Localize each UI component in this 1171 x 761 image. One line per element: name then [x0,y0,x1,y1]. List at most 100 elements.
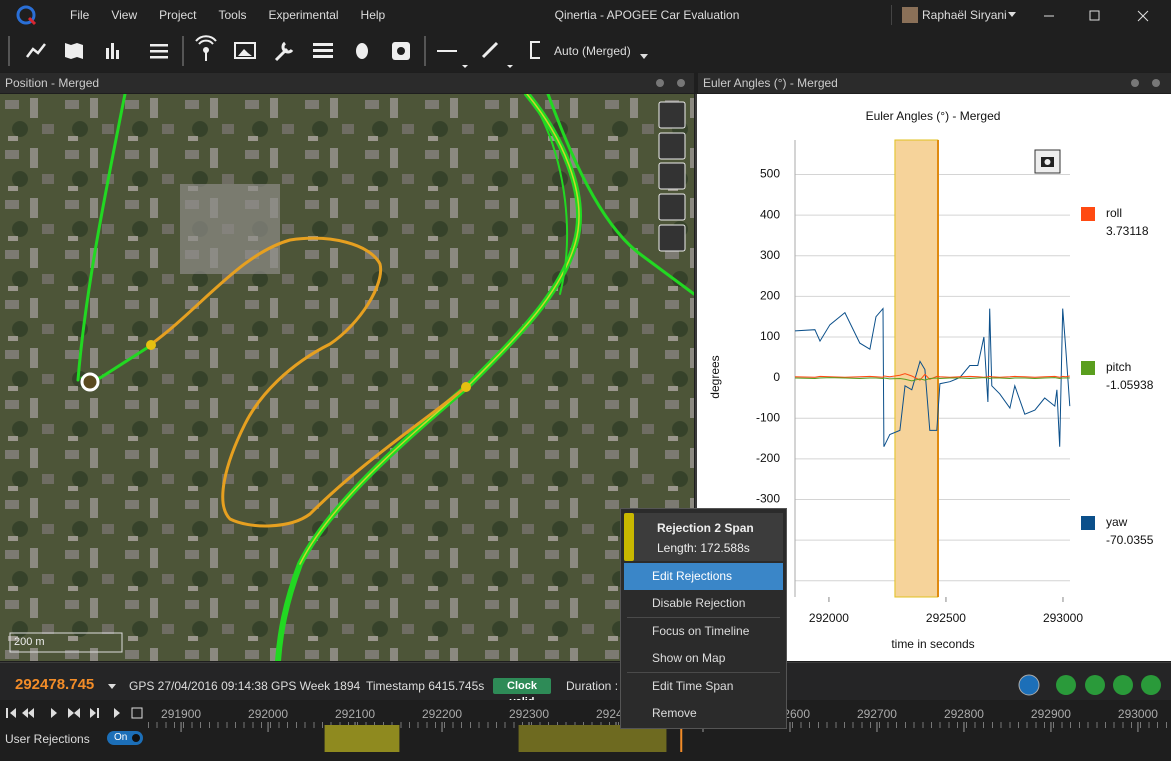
rejection-span [894,139,939,598]
menu-item[interactable]: Project [159,8,197,22]
span-color [624,513,634,561]
menu-bar: File View Project Tools Experimental Help [70,8,407,22]
x-tick-label: 293000 [1043,611,1083,625]
y-tick-label: 0 [773,370,780,384]
y-tick-label: -200 [756,451,780,465]
y-tick-label: -300 [756,492,780,506]
toolbar: Auto (Merged) [0,30,1171,72]
euler-chart: Euler Angles (°) - Merged degrees time i… [697,94,1171,661]
building [180,184,280,274]
separator [891,5,892,25]
menu-item[interactable]: Help [360,8,386,22]
legend-swatch [1081,361,1095,375]
satellite-image [0,94,694,661]
menu-item[interactable]: File [70,8,90,22]
map-tools[interactable] [658,101,686,252]
y-tick-label: 400 [760,207,780,221]
timeline-tick-label: 292200 [422,707,462,721]
splitter [695,94,697,661]
chart-title: Euler Angles (°) - Merged [866,109,1001,123]
menu-separator [627,617,780,618]
status-bar [0,662,1171,701]
timeline-tick-label: 292900 [1031,707,1071,721]
menu-item[interactable]: Experimental [268,8,339,22]
scale-label: 200 m [14,636,45,648]
series-line [794,377,1070,382]
legend-swatch [1081,207,1095,221]
x-tick-label: 292500 [926,611,966,625]
panel-header: Position - Merged [0,73,694,93]
y-axis-label: degrees [708,355,722,398]
track-point[interactable] [146,340,156,350]
menu-item[interactable]: Focus on Timeline [652,624,750,638]
mode-dropdown[interactable] [640,54,650,60]
menu-separator [627,672,780,673]
panel-title: Position - Merged [5,76,100,90]
user-dropdown[interactable] [1008,12,1018,18]
menu-header: Rejection 2 Span Length: 172.588s [624,513,783,561]
time-dropdown[interactable] [108,684,118,690]
series-line [794,307,1071,447]
timeline-tick-label: 292300 [509,707,549,721]
map[interactable] [0,94,694,661]
menu-item[interactable]: Show on Map [652,651,726,665]
gps-week: GPS Week 1894 [271,679,361,693]
span-title: Rejection 2 Span [657,521,754,535]
user-name[interactable]: Raphaël Siryani [922,8,1007,22]
toggle[interactable]: On [107,731,143,745]
avatar [902,7,918,23]
panel-title: Euler Angles (°) - Merged [703,76,838,90]
playback-controls[interactable] [4,706,144,722]
legend-name: yaw [1106,515,1128,529]
menu-item[interactable]: Edit Rejections [624,563,783,590]
gps-time: GPS 27/04/2016 09:14:38 [129,679,268,693]
timeline-tick-label: 292700 [857,707,897,721]
menu-item[interactable]: View [111,8,138,22]
app-logo [16,5,37,26]
mode-label[interactable]: Auto (Merged) [554,44,631,58]
menu-item[interactable]: Edit Time Span [652,679,734,693]
rejection-block[interactable] [518,725,667,752]
timestamp: Timestamp 6415.745s [366,679,485,693]
menu-items: Edit Rejections Disable Rejection Focus on… [621,563,786,727]
track-point[interactable] [461,382,471,392]
legend-value: 3.73118 [1106,224,1149,238]
y-tick-label: 200 [760,289,780,303]
legend-value: -70.0355 [1106,533,1154,547]
timeline-tick-label: 292100 [335,707,375,721]
legend-name: pitch [1106,360,1131,374]
panel-buttons[interactable] [1125,76,1165,90]
tracks [76,94,694,661]
snapshot-button[interactable] [1034,149,1061,174]
vehicle-marker[interactable] [80,372,100,392]
timeline-tick-label: 293000 [1118,707,1158,721]
legend-name: roll [1106,206,1122,220]
rejection-block[interactable] [324,725,400,752]
legend-swatch [1081,516,1095,530]
menu-item[interactable]: Tools [218,8,247,22]
x-axis-label: time in seconds [891,637,974,651]
title-bar: File View Project Tools Experimental Help Qin… [0,0,1171,30]
span-length: Length: 172.588s [657,541,750,555]
status-actions[interactable] [1016,672,1171,698]
window-title: Qinertia - APOGEE Car Evaluation [554,8,740,22]
window-controls[interactable] [1040,8,1165,24]
duration: Duration : [566,679,619,693]
legend-value: -1.05938 [1106,378,1154,392]
timeline-tick-label: 292800 [944,707,984,721]
toggle-label: On [114,732,128,743]
timeline[interactable]: 2919002920002921002922002923002924002925… [0,700,1171,761]
menu-item[interactable]: Disable Rejection [652,596,746,610]
panel-header: Euler Angles (°) - Merged [698,73,1171,93]
y-tick-label: 500 [760,167,780,181]
panel-buttons[interactable] [650,76,690,90]
scale-bar [9,632,123,653]
y-tick-label: -100 [756,410,780,424]
menu-item[interactable]: Remove [652,706,697,720]
series-line [794,373,1070,381]
timeline-tick-label: 292000 [248,707,288,721]
toolbar-icons[interactable] [0,30,540,72]
current-time[interactable]: 292478.745 [15,676,95,693]
